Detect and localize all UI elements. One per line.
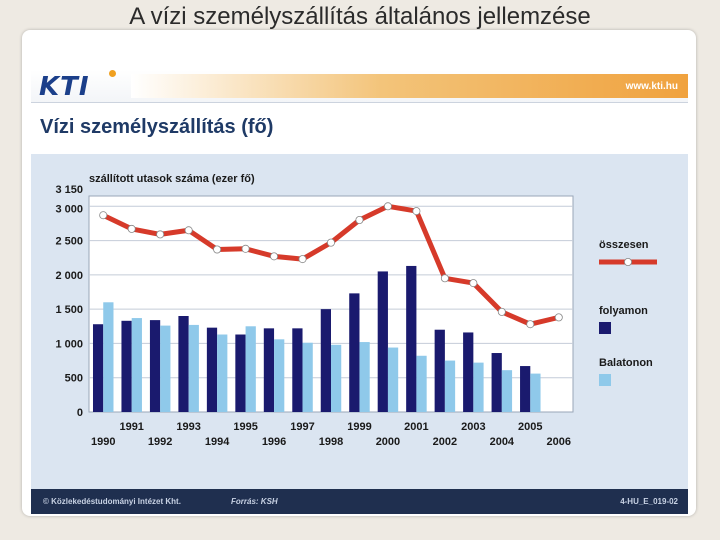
- point-osszesen: [469, 279, 478, 288]
- footer: © Közlekedéstudományi Intézet Kht. Forrá…: [31, 489, 688, 514]
- bar-folyamon: [463, 332, 474, 412]
- bar-folyamon: [149, 320, 161, 412]
- bar-folyamon: [92, 324, 104, 412]
- bar-folyamon: [292, 328, 303, 412]
- bar-folyamon: [263, 328, 275, 412]
- logo-dot-icon: [109, 70, 116, 77]
- bar-balatonon: [131, 318, 142, 412]
- bar-folyamon: [520, 366, 531, 412]
- bar-balatonon: [473, 362, 484, 412]
- banner-band: [131, 74, 688, 98]
- x-tick-label: 2002: [433, 436, 457, 448]
- x-tick-label: 2001: [404, 421, 428, 433]
- legend-label-balatonon: Balatonon: [599, 357, 653, 369]
- point-osszesen: [184, 226, 193, 235]
- bar-folyamon: [320, 309, 331, 412]
- x-tick-label: 1998: [319, 436, 343, 448]
- bar-folyamon: [434, 329, 445, 412]
- bar-folyamon: [121, 320, 132, 412]
- y-tick-label: 1 000: [55, 338, 83, 350]
- y-tick-label: 2 000: [55, 270, 83, 282]
- y-tick-label: 2 500: [55, 236, 83, 248]
- y-tick-label: 500: [65, 373, 83, 385]
- bar-balatonon: [501, 370, 513, 412]
- chart-title: Vízi személyszállítás (fő): [40, 116, 274, 138]
- bar-folyamon: [491, 353, 502, 412]
- point-osszesen: [497, 307, 506, 316]
- point-osszesen: [554, 313, 563, 322]
- x-tick-label: 1992: [148, 436, 172, 448]
- bar-balatonon: [530, 373, 541, 412]
- x-tick-label: 1991: [119, 421, 143, 433]
- kti-logo: KTI: [39, 72, 90, 102]
- bar-folyamon: [178, 316, 189, 412]
- slide-content: KTI www.kti.hu Vízi személyszállítás (fő…: [31, 70, 688, 514]
- point-osszesen: [270, 252, 279, 261]
- chart-svg: 0 500 1 000 1 500 2 000 2 500 3 000 3 150 1990 19…: [55, 173, 657, 448]
- x-tick-label: 1996: [262, 436, 286, 448]
- y-tick-label: 1 500: [55, 304, 83, 316]
- slide-title: A vízi személyszállítás általános jellem…: [129, 3, 591, 30]
- bar-balatonon: [302, 342, 313, 412]
- bar-folyamon: [349, 293, 360, 412]
- bar-balatonon: [274, 339, 285, 412]
- bar-folyamon: [206, 327, 218, 412]
- y-tick-label: 3 150: [55, 184, 83, 196]
- y-axis-label: szállított utasok száma (ezer fő): [89, 173, 255, 185]
- x-tick-label: 1993: [176, 421, 200, 433]
- point-osszesen: [526, 320, 535, 329]
- footer-source: Forrás: KSH: [231, 497, 278, 506]
- x-tick-label: 2004: [490, 436, 515, 448]
- point-osszesen: [298, 255, 307, 264]
- bar-balatonon: [245, 326, 256, 412]
- point-osszesen: [127, 224, 136, 233]
- bar-folyamon: [406, 265, 417, 412]
- point-osszesen: [326, 238, 335, 247]
- legend-marker-osszesen: [624, 258, 633, 267]
- bar-balatonon: [188, 324, 199, 412]
- x-tick-label: 1990: [91, 436, 115, 448]
- bar-balatonon: [416, 355, 427, 412]
- plot-panel: 0 500 1 000 1 500 2 000 2 500 3 000 3 150 1990 19…: [31, 154, 688, 489]
- bar-balatonon: [387, 347, 399, 412]
- footer-code: 4-HU_E_019-02: [620, 497, 678, 506]
- website-url: www.kti.hu: [625, 81, 678, 92]
- point-osszesen: [355, 216, 364, 225]
- x-tick-label: 1995: [233, 421, 257, 433]
- x-tick-label: 2005: [518, 421, 542, 433]
- legend-label-osszesen: összesen: [599, 239, 649, 251]
- y-tick-label: 0: [77, 407, 83, 419]
- legend-swatch-balatonon: [599, 374, 611, 386]
- y-tick-label: 3 000: [55, 203, 83, 215]
- x-tick-label: 1994: [205, 436, 230, 448]
- bar-folyamon: [377, 271, 388, 412]
- x-tick-label: 1999: [347, 421, 371, 433]
- bar-balatonon: [444, 360, 456, 412]
- x-tick-label: 2000: [376, 436, 400, 448]
- point-osszesen: [383, 202, 392, 211]
- footer-org: © Közlekedéstudományi Intézet Kht.: [43, 497, 181, 506]
- point-osszesen: [213, 245, 222, 254]
- bar-balatonon: [103, 302, 114, 412]
- legend-label-folyamon: folyamon: [599, 305, 648, 317]
- point-osszesen: [156, 230, 165, 239]
- point-osszesen: [412, 207, 421, 216]
- legend-swatch-folyamon: [599, 322, 611, 334]
- point-osszesen: [241, 244, 250, 253]
- bar-balatonon: [359, 342, 370, 412]
- bar-folyamon: [235, 334, 246, 412]
- x-tick-label: 2006: [547, 436, 571, 448]
- banner: KTI www.kti.hu: [31, 70, 688, 103]
- bar-balatonon: [331, 344, 342, 412]
- x-tick-label: 2003: [461, 421, 485, 433]
- point-osszesen: [440, 274, 449, 283]
- bar-balatonon: [217, 334, 228, 412]
- bar-balatonon: [160, 325, 171, 412]
- point-osszesen: [99, 211, 108, 220]
- x-tick-label: 1997: [290, 421, 314, 433]
